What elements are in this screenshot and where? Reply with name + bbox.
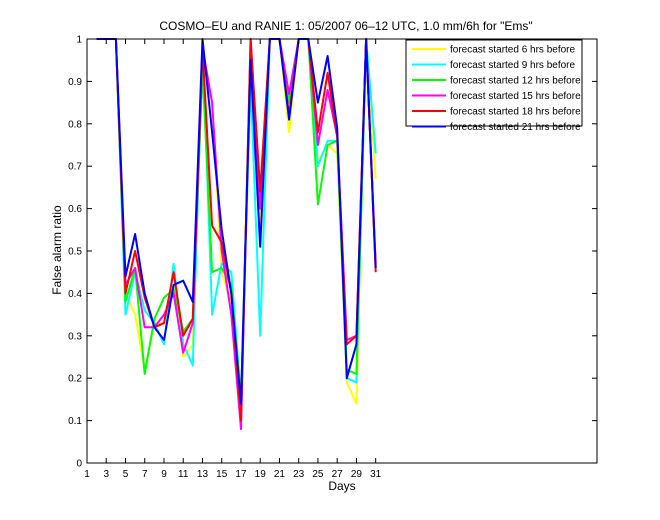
x-tick-label: 7	[142, 469, 148, 480]
x-tick-label: 3	[103, 469, 109, 480]
x-tick-label: 11	[178, 469, 189, 480]
legend: forecast started 6 hrs before forecast st…	[405, 39, 583, 133]
x-tick-label: 21	[274, 469, 286, 480]
x-tick-label: 19	[255, 469, 267, 480]
y-tick-label: 0	[76, 459, 82, 470]
x-tick-label: 27	[332, 469, 344, 480]
x-tick-label: 31	[370, 469, 382, 480]
y-tick-label: 0.8	[68, 119, 82, 130]
y-tick-label: 0.9	[68, 77, 82, 88]
legend-entry-1: forecast started 6 hrs before	[450, 45, 576, 56]
x-tick-label: 23	[293, 469, 305, 480]
legend-entry-5: forecast started 18 hrs before	[450, 107, 581, 118]
y-tick-label: 0.2	[68, 374, 82, 385]
legend-entry-2: forecast started 9 hrs before	[450, 60, 576, 71]
x-tick-label: 9	[161, 469, 167, 480]
y-tick-label: 0.3	[68, 331, 82, 342]
x-tick-label: 13	[197, 469, 209, 480]
x-tick-label: 15	[216, 469, 228, 480]
series-line-4	[96, 38, 377, 431]
y-tick-label: 1	[76, 35, 82, 46]
legend-entry-6: forecast started 21 hrs before	[450, 122, 581, 133]
x-tick-label: 17	[235, 469, 247, 480]
y-axis-label: False alarm ratio	[50, 205, 64, 295]
series-line-6	[96, 38, 377, 405]
legend-entry-4: forecast started 15 hrs before	[450, 91, 581, 102]
x-axis-label: Days	[328, 479, 355, 493]
y-tick-label: 0.1	[68, 416, 82, 427]
x-tick-label: 25	[312, 469, 324, 480]
x-tick-label: 1	[84, 469, 90, 480]
y-tick-label: 0.6	[68, 204, 82, 215]
x-tick-label: 29	[351, 469, 363, 480]
chart-title: COSMO–EU and RANIE 1: 05/2007 06–12 UTC,…	[159, 19, 532, 33]
legend-entry-3: forecast started 12 hrs before	[450, 76, 581, 87]
y-tick-label: 0.4	[68, 289, 82, 300]
y-tick-label: 0.7	[68, 162, 82, 173]
x-tick-label: 5	[123, 469, 129, 480]
y-tick-label: 0.5	[68, 247, 82, 258]
